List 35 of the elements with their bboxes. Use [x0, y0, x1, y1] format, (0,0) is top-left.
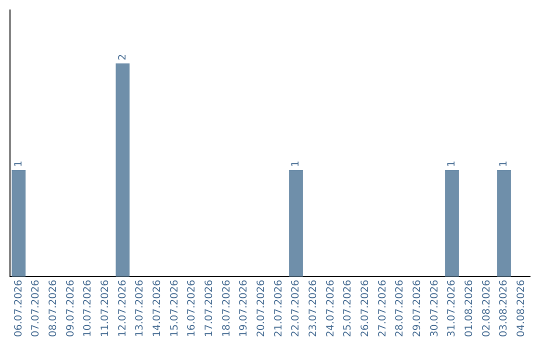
- x-tick-label: 27.07.2026: [377, 280, 388, 338]
- data-label: 1: [498, 160, 510, 168]
- x-tick-label: 25.07.2026: [342, 280, 354, 338]
- data-label: 2: [117, 54, 128, 60]
- x-tick-label: 20.07.2026: [256, 280, 267, 338]
- x-tick-label: 06.07.2026: [13, 280, 24, 338]
- x-tick-label: 09.07.2026: [65, 280, 76, 338]
- data-label: 1: [446, 160, 458, 168]
- x-tick-label: 13.07.2026: [134, 280, 146, 338]
- x-tick-label: 12.07.2026: [117, 280, 128, 338]
- x-tick-label: 03.08.2026: [498, 280, 510, 338]
- x-tick-label: 01.08.2026: [464, 280, 475, 338]
- x-tick-label: 28.07.2026: [394, 280, 406, 338]
- data-label: 1: [13, 160, 24, 168]
- x-tick-label: 11.07.2026: [100, 280, 111, 338]
- x-tick-label: 22.07.2026: [290, 280, 302, 338]
- x-tick-label: 07.07.2026: [30, 280, 42, 338]
- data-label: 1: [290, 160, 302, 168]
- x-tick-label: 10.07.2026: [82, 280, 94, 338]
- x-tick-label: 08.07.2026: [48, 280, 59, 338]
- x-tick-label: 31.07.2026: [446, 280, 458, 338]
- x-tick-label: 17.07.2026: [204, 280, 215, 338]
- x-tick-label: 16.07.2026: [186, 280, 198, 338]
- x-tick-label: 14.07.2026: [152, 280, 163, 338]
- x-tick-label: 19.07.2026: [238, 280, 250, 338]
- x-tick-label: 23.07.2026: [308, 280, 319, 338]
- x-tick-label: 24.07.2026: [325, 280, 336, 338]
- x-tick-label: 04.08.2026: [516, 280, 527, 338]
- x-tick-label: 30.07.2026: [429, 280, 440, 338]
- x-tick-label: 29.07.2026: [412, 280, 423, 338]
- x-tick-label: 15.07.2026: [169, 280, 180, 338]
- x-tick-label: 18.07.2026: [221, 280, 232, 338]
- x-tick-label: 02.08.2026: [481, 280, 492, 338]
- x-tick-label: 26.07.2026: [360, 280, 371, 338]
- x-tick-label: 21.07.2026: [273, 280, 284, 338]
